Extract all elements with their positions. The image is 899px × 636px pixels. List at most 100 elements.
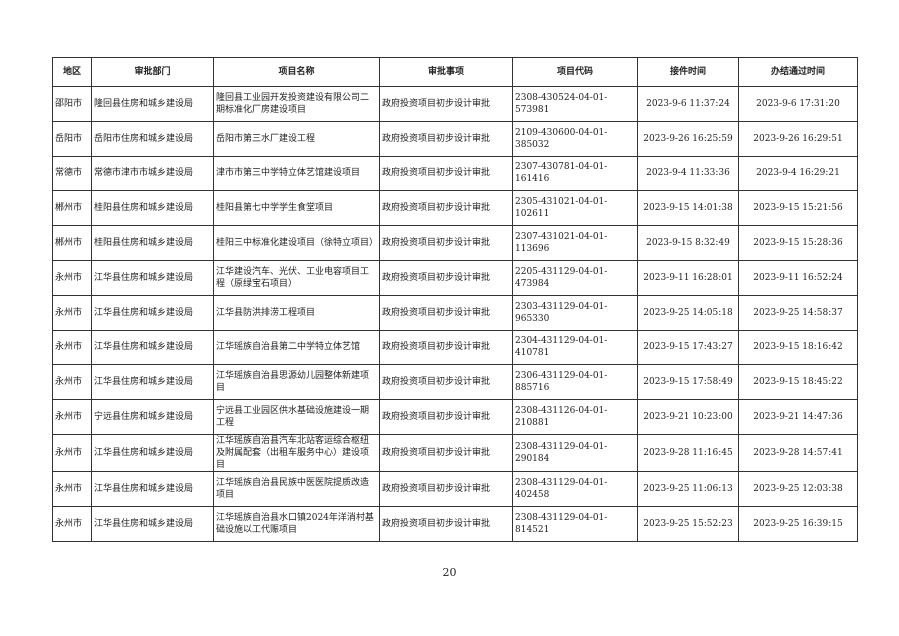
cell-completed-time: 2023-9-11 16:52:24: [738, 259, 858, 296]
cell-region: 永州市: [52, 505, 92, 542]
cell-completed-time: 2023-9-25 12:03:38: [738, 470, 858, 507]
cell-region: 永州市: [52, 364, 92, 401]
cell-project-name: 宁远县工业园区供水基础设施建设一期工程: [213, 399, 380, 435]
cell-completed-time: 2023-9-25 14:58:37: [738, 294, 858, 331]
table-row: 邵阳市 隆回县住房和城乡建设局 隆回县工业园开发投资建设有限公司二期标准化厂房建设项…: [52, 86, 858, 122]
cell-received-time: 2023-9-28 11:16:45: [637, 433, 739, 472]
cell-project-name: 江华瑶族自治县水口镇2024年洋消村基础设施以工代赈项目: [213, 505, 380, 542]
cell-department: 宁远县住房和城乡建设局: [91, 399, 214, 435]
header-col-region: 地区: [52, 57, 92, 87]
cell-project-code: 2308-430524-04-01-573981: [512, 86, 638, 122]
cell-received-time: 2023-9-4 11:33:36: [637, 155, 739, 192]
cell-region: 永州市: [52, 259, 92, 296]
cell-region: 岳阳市: [52, 120, 92, 157]
table-row: 永州市 江华县住房和城乡建设局 江华瑶族自治县民族中医医院提质改造项目 政府投资项目初…: [52, 470, 858, 507]
header-col-project-code: 项目代码: [512, 57, 638, 87]
cell-project-name: 岳阳市第三水厂建设工程: [213, 120, 380, 157]
cell-project-name: 桂阳县第七中学学生食堂项目: [213, 190, 380, 227]
cell-project-name: 桂阳三中标准化建设项目（徐特立项目）: [213, 225, 380, 261]
cell-approval-item: 政府投资项目初步设计审批: [379, 329, 513, 366]
table-row: 永州市 江华县住房和城乡建设局 江华县防洪排涝工程项目 政府投资项目初步设计审批 230…: [52, 294, 858, 331]
cell-department: 江华县住房和城乡建设局: [91, 505, 214, 542]
cell-project-name: 江华瑶族自治县思源幼儿园整体新建项目: [213, 364, 380, 401]
header-col-approval-item: 审批事项: [379, 57, 513, 87]
cell-project-code: 2109-430600-04-01-385032: [512, 120, 638, 157]
cell-approval-item: 政府投资项目初步设计审批: [379, 294, 513, 331]
cell-project-code: 2308-431129-04-01-814521: [512, 505, 638, 542]
cell-received-time: 2023-9-6 11:37:24: [637, 86, 739, 122]
cell-project-name: 江华瑶族自治县汽车北站客运综合枢纽及附属配套（出租车服务中心）建设项目: [213, 433, 380, 472]
cell-completed-time: 2023-9-15 18:45:22: [738, 364, 858, 401]
cell-approval-item: 政府投资项目初步设计审批: [379, 190, 513, 227]
cell-completed-time: 2023-9-15 18:16:42: [738, 329, 858, 366]
table-row: 常德市 常德市津市市城乡建设局 津市市第三中学特立体艺馆建设项目 政府投资项目初步设计…: [52, 155, 858, 192]
cell-department: 江华县住房和城乡建设局: [91, 259, 214, 296]
cell-project-code: 2303-431129-04-01-965330: [512, 294, 638, 331]
table-row: 郴州市 桂阳县住房和城乡建设局 桂阳三中标准化建设项目（徐特立项目） 政府投资项目初步…: [52, 225, 858, 261]
cell-received-time: 2023-9-21 10:23:00: [637, 399, 739, 435]
cell-completed-time: 2023-9-25 16:39:15: [738, 505, 858, 542]
cell-project-name: 隆回县工业园开发投资建设有限公司二期标准化厂房建设项目: [213, 86, 380, 122]
cell-approval-item: 政府投资项目初步设计审批: [379, 120, 513, 157]
cell-completed-time: 2023-9-26 16:29:51: [738, 120, 858, 157]
cell-region: 常德市: [52, 155, 92, 192]
cell-received-time: 2023-9-26 16:25:59: [637, 120, 739, 157]
cell-completed-time: 2023-9-15 15:28:36: [738, 225, 858, 261]
cell-department: 江华县住房和城乡建设局: [91, 364, 214, 401]
table-row: 岳阳市 岳阳市住房和城乡建设局 岳阳市第三水厂建设工程 政府投资项目初步设计审批 210…: [52, 120, 858, 157]
header-col-project-name: 项目名称: [213, 57, 380, 87]
cell-completed-time: 2023-9-4 16:29:21: [738, 155, 858, 192]
approval-table: 地区 审批部门 项目名称 审批事项 项目代码 接件时间 办结通过时间 邵阳市 隆回县住房和城乡…: [52, 57, 858, 542]
cell-project-code: 2304-431129-04-01-410781: [512, 329, 638, 366]
cell-department: 江华县住房和城乡建设局: [91, 294, 214, 331]
cell-approval-item: 政府投资项目初步设计审批: [379, 470, 513, 507]
cell-approval-item: 政府投资项目初步设计审批: [379, 225, 513, 261]
table-row: 永州市 江华县住房和城乡建设局 江华瑶族自治县思源幼儿园整体新建项目 政府投资项目初步…: [52, 364, 858, 401]
cell-project-code: 2308-431129-04-01-402458: [512, 470, 638, 507]
table-row: 郴州市 桂阳县住房和城乡建设局 桂阳县第七中学学生食堂项目 政府投资项目初步设计审批 2…: [52, 190, 858, 227]
cell-approval-item: 政府投资项目初步设计审批: [379, 399, 513, 435]
cell-department: 桂阳县住房和城乡建设局: [91, 190, 214, 227]
cell-completed-time: 2023-9-28 14:57:41: [738, 433, 858, 472]
cell-approval-item: 政府投资项目初步设计审批: [379, 505, 513, 542]
cell-project-name: 江华瑶族自治县民族中医医院提质改造项目: [213, 470, 380, 507]
cell-received-time: 2023-9-25 11:06:13: [637, 470, 739, 507]
cell-project-name: 江华建设汽车、光伏、工业电容项目工程（原绿宝石项目）: [213, 259, 380, 296]
cell-approval-item: 政府投资项目初步设计审批: [379, 259, 513, 296]
cell-region: 郴州市: [52, 190, 92, 227]
cell-completed-time: 2023-9-15 15:21:56: [738, 190, 858, 227]
cell-project-code: 2307-430781-04-01-161416: [512, 155, 638, 192]
cell-region: 永州市: [52, 470, 92, 507]
table-row: 永州市 宁远县住房和城乡建设局 宁远县工业园区供水基础设施建设一期工程 政府投资项目初…: [52, 399, 858, 435]
page-number: 20: [442, 566, 457, 579]
cell-region: 永州市: [52, 433, 92, 472]
cell-approval-item: 政府投资项目初步设计审批: [379, 433, 513, 472]
cell-completed-time: 2023-9-6 17:31:20: [738, 86, 858, 122]
cell-project-code: 2306-431129-04-01-885716: [512, 364, 638, 401]
cell-received-time: 2023-9-15 17:43:27: [637, 329, 739, 366]
cell-received-time: 2023-9-15 14:01:38: [637, 190, 739, 227]
cell-project-name: 江华县防洪排涝工程项目: [213, 294, 380, 331]
cell-region: 郴州市: [52, 225, 92, 261]
cell-completed-time: 2023-9-21 14:47:36: [738, 399, 858, 435]
cell-department: 江华县住房和城乡建设局: [91, 329, 214, 366]
cell-received-time: 2023-9-15 8:32:49: [637, 225, 739, 261]
table-row: 永州市 江华县住房和城乡建设局 江华瑶族自治县第二中学特立体艺馆 政府投资项目初步设计…: [52, 329, 858, 366]
cell-region: 永州市: [52, 399, 92, 435]
cell-received-time: 2023-9-15 17:58:49: [637, 364, 739, 401]
cell-project-name: 津市市第三中学特立体艺馆建设项目: [213, 155, 380, 192]
table-row: 永州市 江华县住房和城乡建设局 江华瑶族自治县水口镇2024年洋消村基础设施以工代赈…: [52, 505, 858, 542]
cell-department: 常德市津市市城乡建设局: [91, 155, 214, 192]
header-col-received-time: 接件时间: [637, 57, 739, 87]
cell-region: 邵阳市: [52, 86, 92, 122]
cell-project-code: 2205-431129-04-01-473984: [512, 259, 638, 296]
cell-received-time: 2023-9-25 14:05:18: [637, 294, 739, 331]
cell-region: 永州市: [52, 294, 92, 331]
cell-approval-item: 政府投资项目初步设计审批: [379, 86, 513, 122]
cell-project-code: 2308-431129-04-01-290184: [512, 433, 638, 472]
cell-region: 永州市: [52, 329, 92, 366]
cell-approval-item: 政府投资项目初步设计审批: [379, 364, 513, 401]
cell-department: 江华县住房和城乡建设局: [91, 433, 214, 472]
cell-project-name: 江华瑶族自治县第二中学特立体艺馆: [213, 329, 380, 366]
cell-department: 岳阳市住房和城乡建设局: [91, 120, 214, 157]
